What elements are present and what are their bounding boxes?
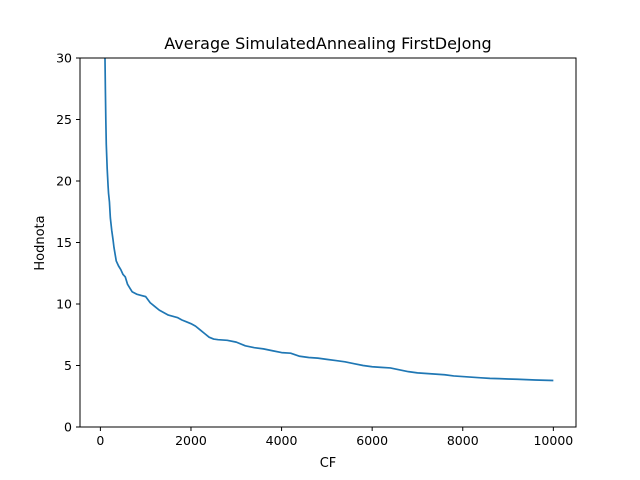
chart-title: Average SimulatedAnnealing FirstDeJong [164,34,491,53]
y-tick-label: 30 [56,51,72,66]
x-tick-label: 10000 [533,433,573,448]
x-tick-label: 4000 [266,433,298,448]
x-tick-label: 2000 [175,433,207,448]
x-tick-label: 8000 [447,433,479,448]
series-line [104,58,554,382]
y-tick-label: 5 [64,358,72,373]
x-tick-label: 0 [96,433,104,448]
y-tick-label: 15 [56,235,72,250]
y-tick-label: 0 [64,420,72,435]
x-axis-label: CF [320,456,337,471]
plot-frame [79,57,577,428]
y-axis-label: Hodnota [33,215,48,270]
y-tick-label: 20 [56,174,72,189]
y-tick-label: 10 [56,297,72,312]
y-axis-ticks: 0 5 10 15 20 25 30 [56,51,80,435]
x-axis-ticks: 0 2000 4000 6000 8000 10000 [96,427,573,448]
y-tick-label: 25 [56,112,72,127]
x-tick-label: 6000 [356,433,388,448]
